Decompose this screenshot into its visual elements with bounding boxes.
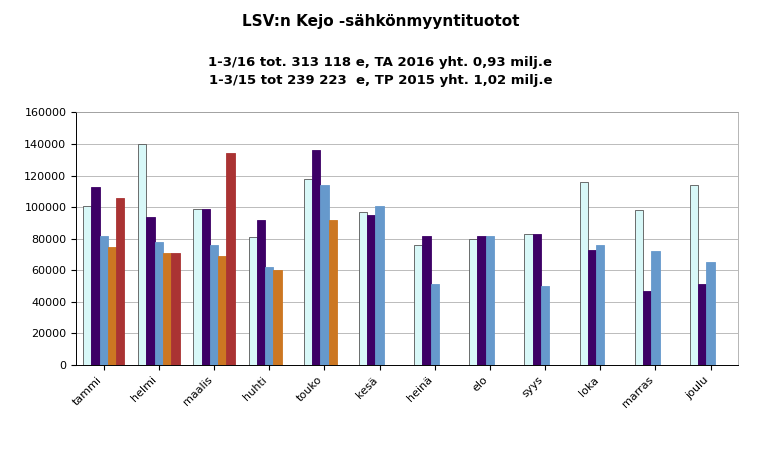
- Bar: [116, 197, 124, 365]
- Bar: [146, 217, 154, 365]
- Bar: [690, 185, 698, 365]
- Bar: [256, 219, 265, 365]
- Bar: [587, 250, 596, 365]
- Bar: [193, 209, 202, 365]
- Bar: [706, 263, 715, 365]
- Bar: [486, 235, 494, 365]
- Bar: [643, 291, 651, 365]
- Bar: [91, 187, 100, 365]
- Bar: [210, 245, 218, 365]
- Bar: [273, 270, 282, 365]
- Bar: [580, 182, 587, 365]
- Bar: [414, 245, 422, 365]
- Bar: [329, 219, 337, 365]
- Bar: [171, 253, 180, 365]
- Bar: [541, 286, 549, 365]
- Bar: [163, 253, 171, 365]
- Bar: [304, 179, 312, 365]
- Bar: [524, 234, 533, 365]
- Bar: [698, 285, 706, 365]
- Bar: [533, 234, 541, 365]
- Bar: [635, 210, 643, 365]
- Bar: [320, 185, 329, 365]
- Bar: [422, 235, 431, 365]
- Bar: [651, 251, 660, 365]
- Bar: [218, 256, 227, 365]
- Bar: [477, 235, 486, 365]
- Bar: [83, 205, 91, 365]
- Text: 1-3/16 tot. 313 118 e, TA 2016 yht. 0,93 milj.e
1-3/15 tot 239 223  e, TP 2015 y: 1-3/16 tot. 313 118 e, TA 2016 yht. 0,93…: [209, 56, 552, 87]
- Bar: [375, 205, 384, 365]
- Bar: [431, 285, 439, 365]
- Bar: [265, 267, 273, 365]
- Bar: [202, 209, 210, 365]
- Bar: [367, 215, 375, 365]
- Bar: [249, 237, 256, 365]
- Bar: [359, 212, 367, 365]
- Text: LSV:n Kejo -sähkönmyyntituotot: LSV:n Kejo -sähkönmyyntituotot: [242, 14, 519, 29]
- Bar: [139, 144, 146, 365]
- Bar: [100, 235, 108, 365]
- Bar: [470, 239, 477, 365]
- Bar: [596, 245, 604, 365]
- Bar: [227, 154, 234, 365]
- Bar: [312, 150, 320, 365]
- Bar: [108, 247, 116, 365]
- Bar: [154, 242, 163, 365]
